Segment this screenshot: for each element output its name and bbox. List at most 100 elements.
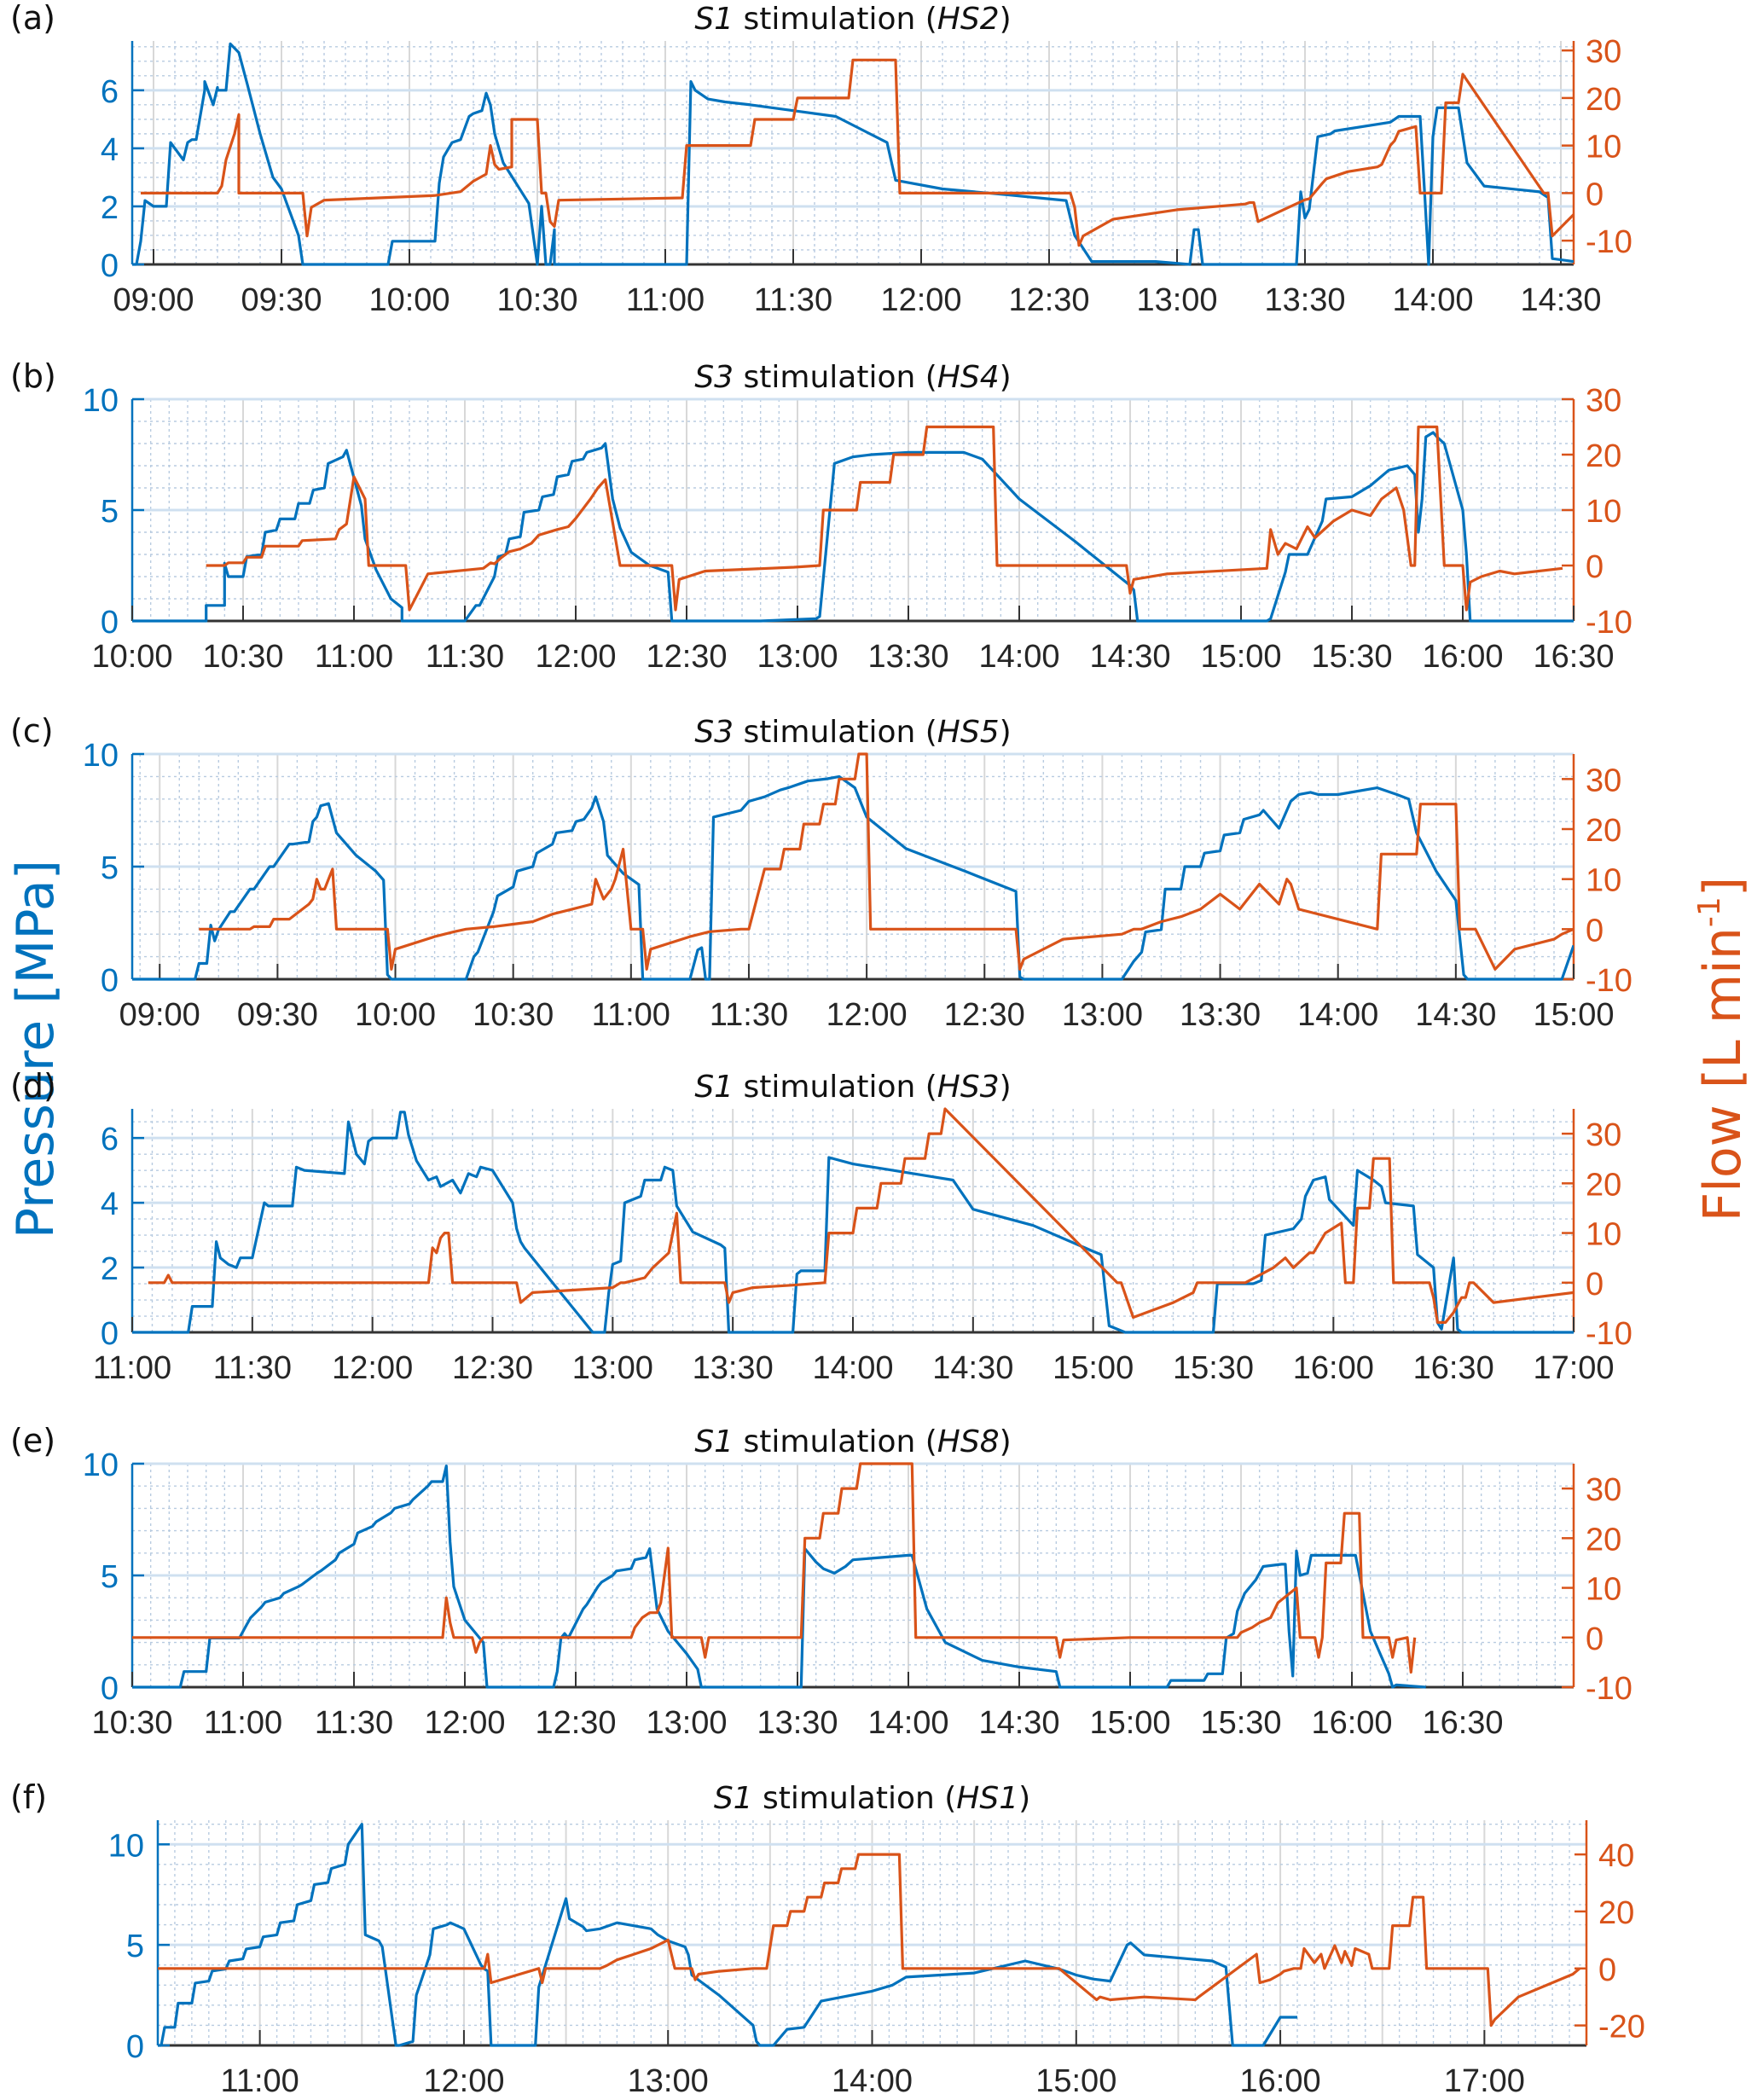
x-tick-label: 12:00 <box>424 1705 505 1741</box>
right-axis-label-sup: -1 <box>1692 896 1727 927</box>
x-tick-label: 09:00 <box>113 282 194 318</box>
x-tick-label: 15:30 <box>1311 639 1392 675</box>
x-tick-label: 13:30 <box>693 1350 774 1386</box>
panel-title-part: HS4 <box>937 360 1000 395</box>
left-y-tick-label: 6 <box>101 74 119 110</box>
panel-title-part: S1 <box>694 1070 734 1105</box>
x-tick-label: 13:30 <box>867 639 948 675</box>
panel-title-part: stimulation ( <box>734 360 937 395</box>
right-y-tick-label: 20 <box>1586 82 1621 118</box>
series-line-flow <box>158 1853 1581 2027</box>
panel-title-part: HS1 <box>956 1781 1018 1816</box>
x-tick-label: 15:30 <box>1173 1350 1254 1386</box>
right-y-tick-label: -10 <box>1586 1671 1633 1707</box>
x-tick-label: 11:30 <box>426 639 504 675</box>
series-line-pressure <box>132 1111 1574 1334</box>
x-tick-label: 11:00 <box>315 639 393 675</box>
series-line-flow <box>206 425 1563 612</box>
x-tick-label: 14:30 <box>978 1705 1059 1741</box>
x-tick-label: 10:30 <box>91 1705 172 1741</box>
right-y-tick-label: 10 <box>1586 494 1621 530</box>
left-y-tick-label: 5 <box>101 850 119 886</box>
left-y-tick-label: 0 <box>101 605 119 641</box>
panel-title: S3 stimulation (HS5) <box>694 715 1011 750</box>
x-tick-label: 09:30 <box>241 282 322 318</box>
x-tick-label: 15:00 <box>1200 639 1281 675</box>
x-tick-label: 11:00 <box>626 282 705 318</box>
x-tick-label: 13:00 <box>628 2063 709 2099</box>
x-tick-label: 11:30 <box>754 282 832 318</box>
right-y-tick-label: 10 <box>1586 130 1621 165</box>
panel-title-part: ) <box>1000 1070 1012 1105</box>
right-y-tick-label: 10 <box>1586 863 1621 899</box>
x-tick-label: 10:00 <box>368 282 449 318</box>
x-tick-label: 11:00 <box>221 2063 299 2099</box>
left-y-tick-label: 0 <box>101 1671 119 1707</box>
right-y-tick-label: 0 <box>1598 1952 1616 1988</box>
x-tick-label: 11:30 <box>710 997 788 1033</box>
x-tick-label: 14:00 <box>812 1350 893 1386</box>
panel-title-part: stimulation ( <box>753 1781 957 1816</box>
panel-title-part: HS8 <box>937 1424 1000 1459</box>
left-y-tick-label: 0 <box>126 2029 144 2065</box>
right-axis-label-main: Flow [L min <box>1693 927 1753 1221</box>
x-tick-label: 13:30 <box>1264 282 1345 318</box>
series-line-pressure <box>132 431 1574 623</box>
x-tick-label: 14:30 <box>1520 282 1601 318</box>
x-tick-label: 13:00 <box>572 1350 653 1386</box>
panel-title-part: ) <box>1000 360 1012 395</box>
left-y-tick-label: 4 <box>101 132 119 168</box>
x-tick-label: 13:00 <box>1136 282 1217 318</box>
left-y-tick-label: 2 <box>101 1251 119 1287</box>
panel-f: 11:00 12:00 13:00 14:00 15:00 16:00 17:00 0 5 10 -… <box>10 1778 1645 2099</box>
left-y-tick-label: 0 <box>101 248 119 284</box>
x-tick-label: 15:30 <box>1200 1705 1281 1741</box>
x-tick-label: 16:30 <box>1413 1350 1494 1386</box>
panel-title-part: stimulation ( <box>734 1070 937 1105</box>
panel-title: S3 stimulation (HS4) <box>694 360 1011 395</box>
panel-title-part: HS5 <box>937 715 1000 750</box>
right-y-tick-label: 0 <box>1586 1267 1604 1302</box>
x-tick-label: 14:00 <box>1297 997 1378 1033</box>
x-tick-label: 15:00 <box>1035 2063 1116 2099</box>
x-tick-label: 11:00 <box>93 1350 171 1386</box>
panel-title-part: S1 <box>714 1781 753 1816</box>
x-tick-label: 12:00 <box>880 282 961 318</box>
panel-d: 11:00 11:30 12:00 12:30 13:00 13:30 14:00 14:30… <box>10 1067 1633 1386</box>
right-y-tick-label: 30 <box>1586 34 1621 70</box>
x-tick-label: 13:00 <box>646 1705 727 1741</box>
panels: 09:00 09:30 10:00 10:30 11:00 11:30 12:00 12:30… <box>10 0 1645 2099</box>
panel-title: S1 stimulation (HS8) <box>694 1424 1011 1459</box>
series-line-flow <box>132 1462 1417 1674</box>
x-tick-label: 09:00 <box>119 997 200 1033</box>
right-y-tick-label: 10 <box>1586 1572 1621 1608</box>
panel-title-part: S1 <box>694 1424 734 1459</box>
x-tick-label: 11:00 <box>592 997 670 1033</box>
panel-b: 10:00 10:30 11:00 11:30 12:00 12:30 13:00 13:30… <box>10 357 1633 675</box>
x-tick-label: 17:00 <box>1533 1350 1614 1386</box>
panel-title: S1 stimulation (HS1) <box>714 1781 1030 1816</box>
right-y-tick-label: 0 <box>1586 177 1604 212</box>
x-tick-label: 10:30 <box>202 639 283 675</box>
x-tick-label: 12:30 <box>944 997 1025 1033</box>
x-tick-label: 12:30 <box>1008 282 1089 318</box>
right-y-tick-label: 20 <box>1598 1895 1634 1931</box>
x-tick-label: 16:00 <box>1422 639 1503 675</box>
x-tick-label: 12:30 <box>535 1705 616 1741</box>
right-axis-label-close: ] <box>1693 877 1753 896</box>
x-tick-label: 12:30 <box>452 1350 533 1386</box>
right-y-tick-label: -10 <box>1586 224 1633 260</box>
right-y-tick-label: -10 <box>1586 963 1633 999</box>
right-y-tick-label: 20 <box>1586 438 1621 474</box>
x-tick-label: 14:30 <box>1415 997 1496 1033</box>
x-tick-label: 10:30 <box>473 997 554 1033</box>
left-y-tick-label: 4 <box>101 1186 119 1222</box>
x-tick-label: 12:00 <box>423 2063 504 2099</box>
left-y-tick-label: 0 <box>101 963 119 999</box>
panel-title-part: S3 <box>694 360 734 395</box>
panel-title-part: HS2 <box>937 2 1000 37</box>
right-y-tick-label: 30 <box>1586 1117 1621 1153</box>
left-y-tick-label: 10 <box>83 738 119 774</box>
panel-a: 09:00 09:30 10:00 10:30 11:00 11:30 12:00 12:30… <box>10 0 1633 318</box>
right-y-tick-label: 0 <box>1586 1621 1604 1657</box>
